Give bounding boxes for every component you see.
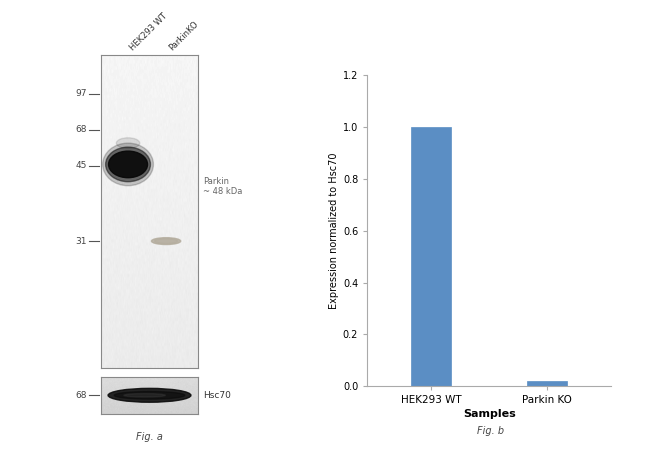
- Text: ParkinKO: ParkinKO: [167, 20, 200, 53]
- Ellipse shape: [103, 143, 153, 186]
- Text: Fig. b: Fig. b: [477, 426, 504, 436]
- Ellipse shape: [116, 138, 140, 149]
- Text: 31: 31: [75, 237, 87, 245]
- Bar: [527, 381, 567, 386]
- Text: 68: 68: [75, 126, 87, 134]
- Bar: [411, 127, 451, 386]
- Text: 97: 97: [75, 90, 87, 98]
- Ellipse shape: [109, 151, 148, 178]
- Text: Fig. a: Fig. a: [136, 432, 163, 442]
- X-axis label: Samples: Samples: [463, 409, 515, 420]
- Text: HEK293 WT: HEK293 WT: [128, 11, 169, 53]
- Ellipse shape: [155, 239, 177, 244]
- Y-axis label: Expression normalized to Hsc70: Expression normalized to Hsc70: [329, 153, 339, 309]
- Text: Parkin
~ 48 kDa: Parkin ~ 48 kDa: [203, 176, 243, 196]
- Text: Hsc70: Hsc70: [203, 391, 231, 400]
- Ellipse shape: [108, 388, 191, 402]
- Ellipse shape: [114, 392, 185, 399]
- Ellipse shape: [106, 147, 151, 182]
- Text: 45: 45: [75, 161, 87, 170]
- Ellipse shape: [151, 238, 181, 244]
- Ellipse shape: [124, 393, 165, 397]
- Text: 68: 68: [75, 391, 87, 400]
